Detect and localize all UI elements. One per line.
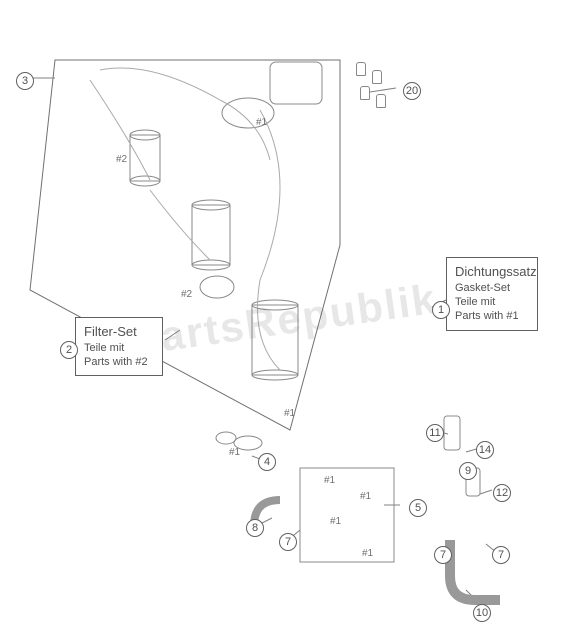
callout-number: 20: [403, 82, 421, 100]
info-box-line: Filter-Set: [84, 324, 154, 341]
screw-icon: [372, 70, 382, 84]
hash-label: #1: [324, 475, 335, 486]
callout-number: 14: [476, 441, 494, 459]
callout-number: 5: [409, 499, 427, 517]
callout-2[interactable]: 2: [60, 341, 78, 359]
callout-4[interactable]: 4: [258, 453, 276, 471]
callout-11[interactable]: 11: [426, 424, 444, 442]
callout-number: 11: [426, 424, 444, 442]
callout-12[interactable]: 12: [493, 484, 511, 502]
hash-label: #1: [284, 408, 295, 419]
callout-number: 10: [473, 604, 491, 622]
callout-3[interactable]: 3: [16, 72, 34, 90]
callout-7[interactable]: 7: [492, 546, 510, 564]
info-box-gasket-set: DichtungssatzGasket-SetTeile mitParts wi…: [446, 257, 538, 331]
info-box-filter-set: Filter-SetTeile mitParts with #2: [75, 317, 163, 376]
hash-label: #2: [181, 289, 192, 300]
callout-number: 3: [16, 72, 34, 90]
callout-number: 7: [279, 533, 297, 551]
callout-8[interactable]: 8: [246, 519, 264, 537]
hash-label: #1: [229, 447, 240, 458]
parts-diagram: PartsRepublik DichtungssatzGasket-SetTei…: [0, 0, 568, 640]
callout-14[interactable]: 14: [476, 441, 494, 459]
callout-1[interactable]: 1: [432, 301, 450, 319]
hash-label: #1: [362, 548, 373, 559]
callout-number: 9: [459, 462, 477, 480]
info-box-line: Parts with #1: [455, 309, 529, 323]
callout-number: 2: [60, 341, 78, 359]
info-box-line: Dichtungssatz: [455, 264, 529, 281]
callout-number: 7: [434, 546, 452, 564]
callout-number: 4: [258, 453, 276, 471]
screw-icon: [360, 86, 370, 100]
hash-label: #1: [360, 491, 371, 502]
info-box-line: Parts with #2: [84, 355, 154, 369]
info-box-line: Gasket-Set: [455, 281, 529, 295]
info-box-line: Teile mit: [455, 295, 529, 309]
callout-number: 1: [432, 301, 450, 319]
callout-number: 8: [246, 519, 264, 537]
hash-label: #1: [330, 516, 341, 527]
info-box-line: Teile mit: [84, 341, 154, 355]
callout-7[interactable]: 7: [279, 533, 297, 551]
callout-9[interactable]: 9: [459, 462, 477, 480]
callout-number: 7: [492, 546, 510, 564]
part-sketches: [130, 62, 500, 600]
callout-5[interactable]: 5: [409, 499, 427, 517]
callout-20[interactable]: 20: [403, 82, 421, 100]
callout-number: 12: [493, 484, 511, 502]
hash-label: #1: [256, 117, 267, 128]
hash-label: #2: [116, 154, 127, 165]
callout-7[interactable]: 7: [434, 546, 452, 564]
screw-icon: [356, 62, 366, 76]
callout-10[interactable]: 10: [473, 604, 491, 622]
screw-icon: [376, 94, 386, 108]
